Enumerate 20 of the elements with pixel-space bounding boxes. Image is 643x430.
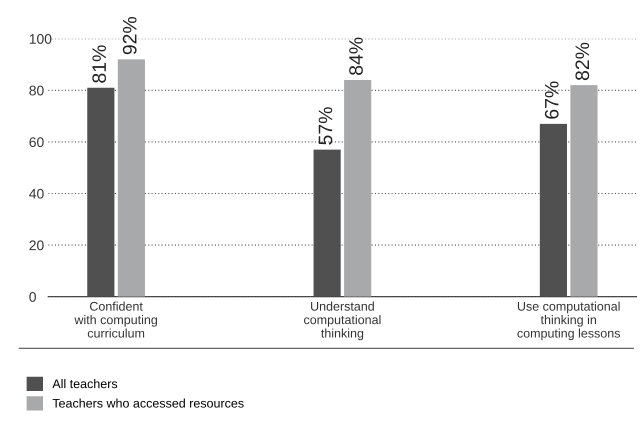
y-tick-label: 60 — [29, 137, 44, 148]
y-tick-label: 20 — [29, 240, 44, 250]
x-tick-label: Understand computational thinking — [304, 302, 380, 340]
legend-label: Teachers who accessed resources — [52, 398, 244, 408]
x-tick-label: Confident with computing curriculum — [74, 302, 157, 338]
bar — [570, 85, 598, 297]
y-tick-label: 0 — [29, 292, 36, 302]
bar — [118, 59, 145, 297]
data-label: 57% — [318, 107, 332, 145]
y-tick-label: 40 — [29, 188, 44, 199]
data-label: 82% — [575, 42, 590, 80]
data-label: 67% — [544, 81, 559, 119]
legend-label: All teachers — [52, 379, 118, 388]
bar — [344, 80, 372, 297]
x-tick-label: Use computational thinking in computing lessons — [517, 302, 620, 340]
y-tick-label: 80 — [29, 86, 44, 96]
data-label: 84% — [349, 38, 363, 75]
data-label: 81% — [92, 45, 106, 83]
y-tick-label: 100 — [30, 34, 52, 44]
data-label: 92% — [122, 16, 137, 54]
